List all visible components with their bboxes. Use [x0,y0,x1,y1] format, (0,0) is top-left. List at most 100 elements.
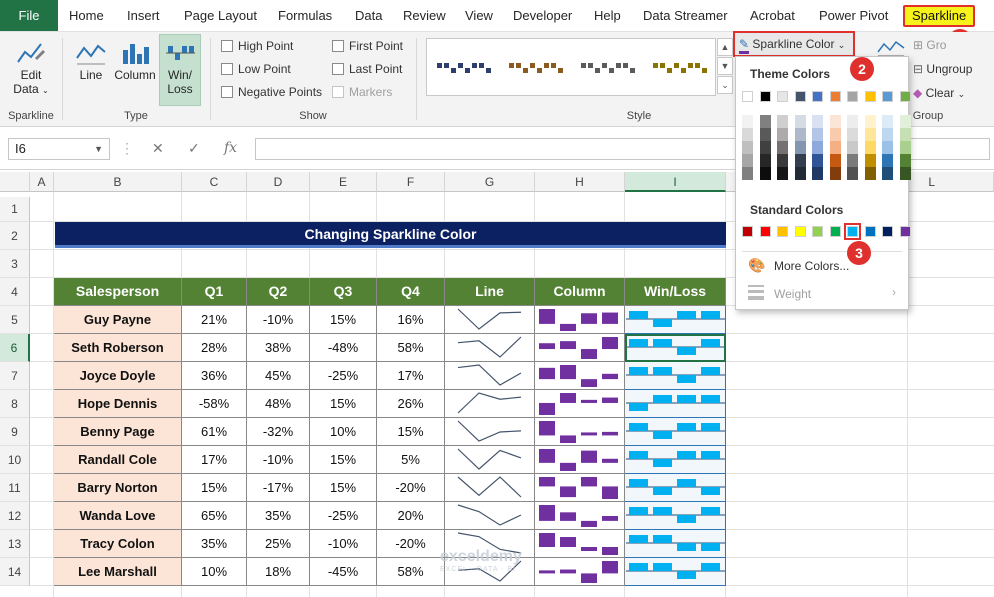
theme-color-swatch[interactable] [812,91,823,102]
row-header[interactable]: 13 [0,530,30,558]
column-sparkline-cell[interactable] [535,306,625,334]
theme-shade-swatch[interactable] [759,128,771,141]
quarter-value-cell[interactable]: 25% [247,530,310,558]
quarter-value-cell[interactable]: 15% [310,306,377,334]
theme-color-swatch[interactable] [864,91,876,102]
theme-shade-swatch[interactable] [864,115,876,128]
theme-shade-swatch[interactable] [759,154,771,167]
tab-developer[interactable]: Developer [513,8,573,23]
theme-shade-swatch[interactable] [777,128,788,141]
high-point-checkbox[interactable]: High Point [221,39,293,53]
quarter-value-cell[interactable]: -25% [310,362,377,390]
standard-color-swatch[interactable] [777,226,788,237]
theme-shade-swatch[interactable] [812,167,823,180]
winloss-sparkline-cell[interactable] [625,474,726,502]
row-header[interactable]: 10 [0,446,30,474]
quarter-value-cell[interactable]: -48% [310,334,377,362]
standard-color-swatch[interactable] [844,223,861,240]
theme-shade-swatch[interactable] [777,115,788,128]
theme-shade-swatch[interactable] [794,154,806,167]
salesperson-cell[interactable]: Randall Cole [54,446,182,474]
theme-shade-swatch[interactable] [812,128,823,141]
theme-shade-swatch[interactable] [812,154,823,167]
row-header[interactable]: 12 [0,502,30,530]
standard-color-swatch[interactable] [759,226,771,237]
group-button[interactable]: ⊞ Gro [913,38,946,52]
theme-shade-swatch[interactable] [777,167,788,180]
theme-shade-swatch[interactable] [829,128,841,141]
quarter-value-cell[interactable]: -20% [377,474,445,502]
row-header[interactable]: 4 [0,278,30,306]
quarter-value-cell[interactable]: 20% [377,502,445,530]
salesperson-cell[interactable]: Hope Dennis [54,390,182,418]
tab-help[interactable]: Help [594,8,621,23]
table-header-cell[interactable]: Q2 [247,278,310,306]
gallery-scroll-down[interactable]: ▼ [717,57,733,75]
column-sparkline-cell[interactable] [535,362,625,390]
column-header[interactable]: G [445,172,535,192]
column-header[interactable]: F [377,172,445,192]
salesperson-cell[interactable]: Guy Payne [54,306,182,334]
column-sparkline-cell[interactable] [535,502,625,530]
tab-view[interactable]: View [465,8,493,23]
tab-page-layout[interactable]: Page Layout [184,8,258,23]
quarter-value-cell[interactable]: 58% [377,334,445,362]
theme-color-swatch[interactable] [777,91,788,102]
table-header-cell[interactable]: Column [535,278,625,306]
row-header[interactable]: 3 [0,250,30,278]
quarter-value-cell[interactable]: 65% [182,502,247,530]
table-header-cell[interactable]: Q4 [377,278,445,306]
column-sparkline-cell[interactable] [535,390,625,418]
table-header-cell[interactable]: Q3 [310,278,377,306]
row-header[interactable]: 14 [0,558,30,586]
theme-shade-swatch[interactable] [847,141,858,154]
theme-shade-swatch[interactable] [899,141,911,154]
theme-shade-swatch[interactable] [759,167,771,180]
salesperson-cell[interactable]: Joyce Doyle [54,362,182,390]
table-header-cell[interactable]: Win/Loss [625,278,726,306]
quarter-value-cell[interactable]: 15% [310,474,377,502]
line-sparkline-cell[interactable] [445,446,535,474]
gallery-more[interactable]: ⌄ [717,76,733,94]
clear-button[interactable]: ◆ Clear ⌄ [913,86,965,100]
theme-shade-swatch[interactable] [847,115,858,128]
theme-shade-swatch[interactable] [829,141,841,154]
row-header[interactable]: 2 [0,222,30,250]
theme-shade-swatch[interactable] [794,141,806,154]
line-sparkline-cell[interactable] [445,362,535,390]
last-point-checkbox[interactable]: Last Point [332,62,402,76]
standard-color-swatch[interactable] [882,226,893,237]
theme-shade-swatch[interactable] [794,115,806,128]
edit-data-button[interactable]: Edit Data ⌄ [8,38,54,96]
enter-icon[interactable]: ✓ [188,140,200,156]
standard-color-swatch[interactable] [812,226,823,237]
tab-acrobat[interactable]: Acrobat [750,8,795,23]
gallery-scroll-up[interactable]: ▲ [717,38,733,56]
column-header[interactable]: B [54,172,182,192]
theme-shade-swatch[interactable] [847,167,858,180]
winloss-sparkline-cell[interactable] [625,306,726,334]
quarter-value-cell[interactable]: -32% [247,418,310,446]
column-header[interactable]: D [247,172,310,192]
theme-shade-swatch[interactable] [864,128,876,141]
quarter-value-cell[interactable]: 15% [182,474,247,502]
quarter-value-cell[interactable]: 10% [310,418,377,446]
tab-insert[interactable]: Insert [127,8,160,23]
column-sparkline-cell[interactable] [535,418,625,446]
winloss-sparkline-cell[interactable] [625,530,726,558]
tab-file[interactable]: File [0,0,58,31]
theme-color-swatch[interactable] [759,91,771,102]
column-sparkline-cell[interactable] [535,558,625,586]
winloss-sparkline-cell[interactable] [625,362,726,390]
column-header[interactable]: A [30,172,54,192]
theme-color-swatch[interactable] [899,91,911,102]
quarter-value-cell[interactable]: -58% [182,390,247,418]
standard-color-swatch[interactable] [742,226,753,237]
row-header[interactable]: 9 [0,418,30,446]
theme-color-swatch[interactable] [794,91,806,102]
theme-shade-swatch[interactable] [742,167,753,180]
style-gallery[interactable] [426,38,716,96]
low-point-checkbox[interactable]: Low Point [221,62,291,76]
theme-shade-swatch[interactable] [882,115,893,128]
quarter-value-cell[interactable]: 16% [377,306,445,334]
